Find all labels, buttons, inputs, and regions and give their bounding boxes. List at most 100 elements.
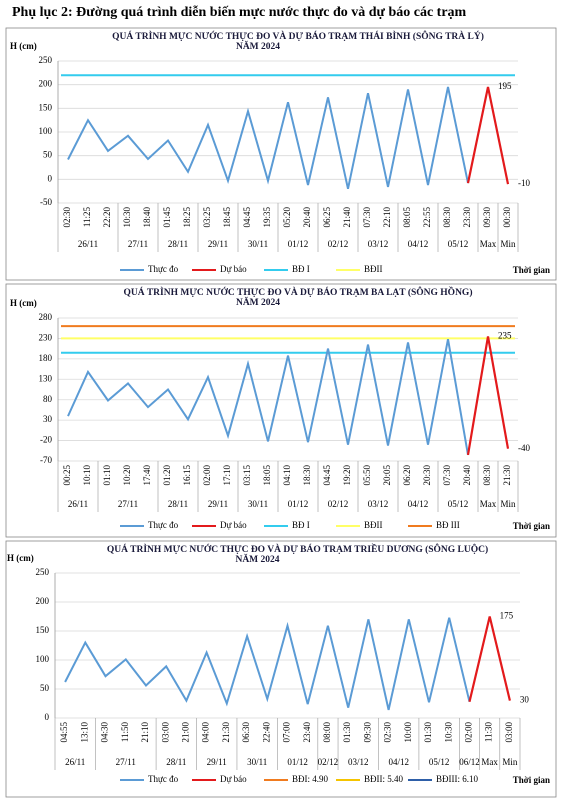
x-tick-label: 00:25 [62,465,72,486]
group-label: 05/12 [448,239,469,249]
group-label: Min [500,239,516,249]
group-label: 26/11 [78,239,98,249]
y-tick-label: 0 [48,173,53,183]
x-tick-label: 08:30 [482,465,492,486]
x-tick-label: 21:30 [221,722,231,743]
x-tick-label: 03:15 [242,465,252,486]
legend-label: Dự báo [220,264,247,274]
x-tick-label: 04:10 [282,465,292,486]
legend-label: BĐI: 4.90 [292,774,329,784]
x-axis-label: Thời gian [513,521,550,531]
heading: Phụ lục 2: Đường quá trình diễn biến mực… [12,4,467,20]
x-tick-label: 22:40 [261,722,271,743]
x-axis-label: Thời gian [513,265,550,275]
x-tick-label: 11:25 [82,207,92,228]
chart-frame [5,283,557,538]
legend-label: BĐII [364,520,383,530]
x-tick-label: 20:30 [422,465,432,486]
x-tick-label: 21:10 [140,722,150,743]
group-label: 01/12 [288,499,309,509]
group-label: 02/12 [328,499,349,509]
group-label: 04/12 [408,499,429,509]
group-label: 03/12 [348,757,369,767]
x-tick-label: 00:30 [502,207,512,228]
x-tick-label: 21:40 [342,207,352,228]
x-tick-label: 17:10 [222,465,232,486]
x-tick-label: 05:50 [362,465,372,486]
y-tick-label: -70 [40,455,52,465]
x-tick-label: 19:20 [342,465,352,486]
chart-title: QUÁ TRÌNH MỰC NƯỚC THỰC ĐO VÀ DỰ BÁO TRẠ… [107,542,488,555]
x-tick-label: 10:10 [82,465,92,486]
series-line [64,617,471,711]
group-label: 03/12 [368,499,389,509]
group-label: Max [480,499,497,509]
value-label: 235 [498,330,512,340]
legend-label: BĐ I [292,520,310,530]
x-tick-label: 20:40 [462,465,472,486]
series-line [466,86,510,185]
x-tick-label: 04:55 [59,722,69,743]
legend-label: BĐIII: 6.10 [436,774,478,784]
chart-frame [5,540,557,798]
x-tick-label: 07:30 [362,207,372,228]
group-label: 02/12 [328,239,349,249]
y-tick-label: 50 [40,683,50,693]
y-tick-label: 250 [39,55,53,65]
legend-label: Dự báo [220,520,247,530]
x-tick-label: 20:05 [382,465,392,486]
x-tick-label: 13:10 [79,722,89,743]
legend-label: BĐ I [292,264,310,274]
chart-subtitle: NĂM 2024 [235,553,279,565]
series-line [67,339,469,456]
x-tick-label: 02:30 [62,207,72,228]
y-tick-label: 130 [39,373,53,383]
group-label: 28/11 [166,757,186,767]
x-tick-label: 06:25 [322,207,332,228]
y-tick-label: 100 [39,126,53,136]
x-tick-label: 01:30 [423,722,433,743]
group-label: 27/11 [128,239,148,249]
legend-label: Dự báo [220,774,247,784]
x-tick-label: 01:10 [102,465,112,486]
x-tick-label: 10:20 [122,465,132,486]
chart-title: QUÁ TRÌNH MỰC NƯỚC THỰC ĐO VÀ DỰ BÁO TRẠ… [112,29,484,42]
y-axis-label: H (cm) [10,298,37,308]
x-tick-label: 22:55 [422,207,432,228]
group-label: 30/11 [248,239,268,249]
value-label: -10 [518,178,530,188]
y-tick-label: 100 [36,654,50,664]
x-tick-label: 18:30 [302,465,312,486]
group-label: 26/11 [65,757,85,767]
x-tick-label: 22:10 [382,207,392,228]
x-axis-label: Thời gian [513,775,550,785]
group-label: 04/12 [408,239,429,249]
x-tick-label: 10:30 [122,207,132,228]
x-tick-label: 08:30 [442,207,452,228]
group-label: 03/12 [368,239,389,249]
legend-label: BĐ III [436,520,460,530]
group-label: 28/11 [168,239,188,249]
group-label: Min [500,499,516,509]
x-tick-label: 11:30 [484,722,494,743]
group-label: 06/12 [459,757,480,767]
group-label: 27/11 [118,499,138,509]
group-label: Max [480,239,497,249]
y-tick-label: 80 [43,394,53,404]
chart-subtitle: NĂM 2024 [236,296,280,308]
x-tick-label: 22:20 [102,207,112,228]
y-tick-label: 250 [36,567,50,577]
x-tick-label: 11:50 [120,722,130,743]
group-label: 01/12 [287,757,308,767]
group-label: Min [502,757,518,767]
x-tick-label: 02:00 [464,722,474,743]
group-label: 29/11 [208,239,228,249]
group-label: 05/12 [429,757,450,767]
legend-label: Thực đo [148,774,179,784]
group-label: Max [481,757,498,767]
series-line [466,336,510,456]
x-tick-label: 18:25 [182,207,192,228]
value-label: -40 [518,443,530,453]
